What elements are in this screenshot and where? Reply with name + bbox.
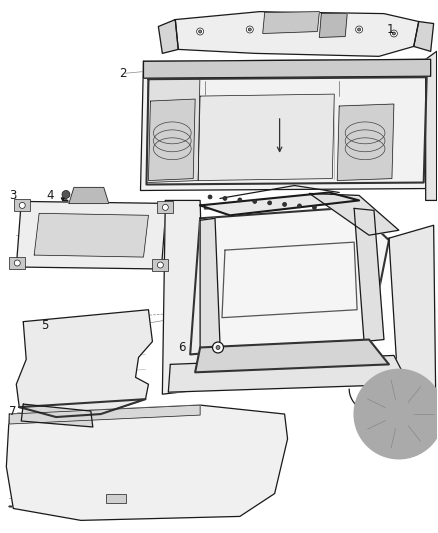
- Text: 6: 6: [178, 341, 186, 354]
- Polygon shape: [198, 94, 334, 181]
- Polygon shape: [69, 188, 109, 204]
- Circle shape: [253, 199, 257, 204]
- Polygon shape: [168, 356, 409, 392]
- Circle shape: [374, 389, 424, 439]
- Text: 1: 1: [387, 23, 395, 36]
- Bar: [106, 494, 126, 504]
- Circle shape: [197, 28, 204, 35]
- Circle shape: [283, 203, 286, 206]
- Circle shape: [297, 204, 301, 208]
- Text: 5: 5: [41, 319, 49, 332]
- Polygon shape: [190, 207, 389, 354]
- Polygon shape: [354, 208, 384, 342]
- Bar: [14, 199, 30, 212]
- Circle shape: [212, 342, 223, 353]
- Polygon shape: [159, 20, 178, 53]
- Circle shape: [208, 195, 212, 199]
- Polygon shape: [263, 12, 319, 34]
- Circle shape: [62, 190, 70, 198]
- Polygon shape: [9, 405, 200, 424]
- Polygon shape: [426, 51, 437, 200]
- Circle shape: [162, 204, 168, 211]
- Polygon shape: [337, 104, 394, 181]
- Bar: [9, 257, 25, 269]
- Circle shape: [166, 67, 171, 72]
- Circle shape: [268, 201, 272, 205]
- Circle shape: [312, 205, 316, 209]
- Circle shape: [216, 345, 220, 350]
- Polygon shape: [21, 404, 93, 427]
- Circle shape: [390, 30, 397, 37]
- Polygon shape: [16, 201, 166, 269]
- Polygon shape: [200, 192, 359, 215]
- Polygon shape: [148, 99, 195, 181]
- Circle shape: [357, 28, 360, 31]
- Text: 2: 2: [119, 67, 126, 80]
- Polygon shape: [141, 59, 431, 190]
- Polygon shape: [195, 340, 389, 373]
- Circle shape: [392, 32, 396, 35]
- Polygon shape: [319, 14, 347, 37]
- Circle shape: [387, 402, 411, 426]
- Text: 3: 3: [9, 189, 17, 202]
- Circle shape: [361, 376, 437, 452]
- Circle shape: [157, 262, 163, 268]
- Polygon shape: [7, 405, 288, 520]
- Bar: [152, 259, 168, 271]
- Polygon shape: [146, 63, 200, 182]
- Circle shape: [246, 26, 253, 33]
- Circle shape: [248, 28, 251, 31]
- Circle shape: [238, 198, 242, 202]
- Polygon shape: [389, 225, 436, 399]
- Bar: [157, 201, 173, 213]
- Polygon shape: [162, 200, 205, 394]
- Polygon shape: [16, 310, 152, 417]
- Circle shape: [19, 203, 25, 208]
- Text: 4: 4: [46, 189, 53, 202]
- Polygon shape: [414, 21, 434, 51]
- Circle shape: [354, 369, 438, 459]
- Circle shape: [356, 26, 363, 33]
- Polygon shape: [34, 213, 148, 257]
- Circle shape: [111, 379, 120, 389]
- Polygon shape: [144, 59, 431, 78]
- Circle shape: [223, 197, 227, 200]
- Polygon shape: [200, 219, 220, 350]
- Circle shape: [209, 345, 215, 350]
- Polygon shape: [309, 193, 399, 235]
- Text: 7: 7: [9, 405, 17, 417]
- Polygon shape: [175, 12, 419, 56]
- Circle shape: [198, 30, 201, 33]
- Circle shape: [14, 260, 20, 266]
